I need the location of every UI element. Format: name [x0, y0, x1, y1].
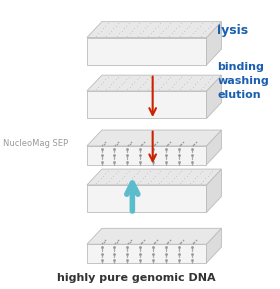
- Polygon shape: [87, 38, 206, 65]
- Polygon shape: [206, 130, 221, 165]
- Polygon shape: [87, 146, 206, 165]
- Polygon shape: [206, 22, 221, 65]
- Text: lysis: lysis: [217, 24, 248, 37]
- Polygon shape: [87, 91, 206, 118]
- Text: highly pure genomic DNA: highly pure genomic DNA: [57, 273, 215, 283]
- Polygon shape: [87, 185, 206, 212]
- Polygon shape: [206, 228, 221, 263]
- Text: NucleoMag SEP: NucleoMag SEP: [3, 138, 68, 148]
- Text: binding
washing
elution: binding washing elution: [217, 62, 269, 100]
- Polygon shape: [87, 130, 221, 146]
- Polygon shape: [87, 169, 221, 185]
- Polygon shape: [87, 244, 206, 263]
- Polygon shape: [206, 75, 221, 118]
- Polygon shape: [206, 169, 221, 212]
- Polygon shape: [87, 22, 221, 38]
- Polygon shape: [87, 75, 221, 91]
- Polygon shape: [87, 228, 221, 244]
